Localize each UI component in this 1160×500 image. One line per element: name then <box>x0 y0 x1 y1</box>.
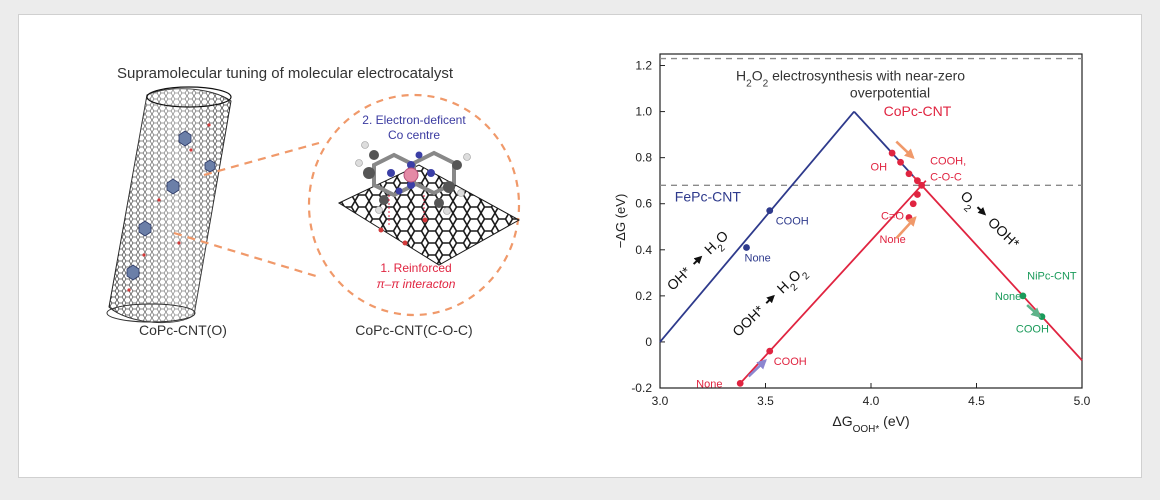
label-h2o2-part: 2 <box>800 270 812 282</box>
data-point-label: COOH <box>774 356 807 368</box>
purple-arrow <box>747 358 767 378</box>
label-o2-part: 2 <box>962 203 974 215</box>
chart-title-line1-part: O <box>752 68 763 84</box>
data-point <box>914 177 921 185</box>
oh-branch-line <box>659 111 855 343</box>
chart-title-line1-part: H <box>736 68 746 84</box>
data-point-label: None <box>745 252 771 264</box>
label-ooh-to-h2o2: OOH*H2O2 <box>729 262 812 340</box>
figure-frame: Supramolecular tuning of molecular elect… <box>18 14 1142 478</box>
apex-right-line <box>853 110 914 177</box>
y-tick-label: 1.0 <box>635 105 652 119</box>
y-tick-label: 1.2 <box>635 59 652 73</box>
y-tick-label: 0.4 <box>635 243 652 257</box>
volcano-plot: 3.0 3.5 4.0 4.5 5.0 -0.2 0 0.2 0.4 0.6 0.8 1.0 1.2 −Δ… <box>613 53 1091 435</box>
x-tick-label: 3.0 <box>652 394 669 408</box>
y-tick-label: 0.2 <box>635 289 652 303</box>
annotation-electron-deficient: 2. Electron-deficent <box>362 113 466 127</box>
orange-arrow-lower <box>895 216 917 240</box>
label-oh-star: OH* <box>664 263 695 293</box>
x-axis-label-part: ΔG <box>832 413 852 429</box>
chart-title-line1: H2O2 electrosynthesis with near-zero <box>736 68 965 90</box>
o2-branch-line <box>912 175 1083 361</box>
data-point-label: OH <box>871 161 888 173</box>
cnt-label: CoPc-CNT(O) <box>139 322 227 338</box>
data-point <box>905 170 913 178</box>
data-point-label: COOH <box>776 216 809 228</box>
co-centre-atom <box>403 167 419 183</box>
y-tick-label: 0.8 <box>635 151 652 165</box>
data-point <box>905 214 913 221</box>
figure-canvas: Supramolecular tuning of molecular elect… <box>106 53 1091 435</box>
y-axis-label: −ΔG (eV) <box>613 194 628 249</box>
molecule-markers <box>126 130 216 281</box>
label-ooh-star: OOH* <box>729 302 767 340</box>
data-point-label: COOH <box>1016 324 1049 336</box>
copc-cooh-label: COOH, <box>930 156 966 168</box>
data-point <box>1019 292 1027 300</box>
left-heading: Supramolecular tuning of molecular elect… <box>117 65 454 82</box>
data-point <box>897 158 904 166</box>
x-axis-label-part: (eV) <box>879 413 909 429</box>
annotation-pi-pi: π–π interacton <box>377 277 456 291</box>
x-tick-label: 5.0 <box>1074 394 1091 408</box>
series-label-copc: CoPc-CNT <box>884 103 952 119</box>
nanotube-illustration <box>106 86 232 324</box>
x-axis-label: ΔGOOH* (eV) <box>832 413 909 435</box>
data-point-label: C=O <box>881 211 904 223</box>
green-arrow <box>1026 304 1042 318</box>
label-arrow <box>692 255 703 265</box>
label-o2: O2 <box>954 187 981 214</box>
label-h2o-part: O <box>712 227 731 246</box>
graphene-sheet-illustration <box>337 141 521 266</box>
data-point-label: None <box>995 291 1021 303</box>
sheet-label: CoPc-CNT(C-O-C) <box>355 322 472 338</box>
orange-arrow-upper <box>895 140 915 160</box>
chart-title-line1-part: electrosynthesis with near-zero <box>768 68 965 84</box>
label-h2o: H2O <box>701 227 735 261</box>
label-oh-to-h2o: OH*H2O <box>664 227 735 293</box>
label-h2o2: H2O2 <box>774 262 812 300</box>
series-label-fepc: FePc-CNT <box>675 188 742 204</box>
y-tick-label: 0 <box>645 335 652 349</box>
zoom-ellipse <box>307 93 521 317</box>
x-tick-label: 4.5 <box>968 394 985 408</box>
data-point <box>766 347 774 355</box>
label-h2o-part: 2 <box>716 242 728 254</box>
label-h2o2-part: 2 <box>788 281 800 293</box>
data-point <box>743 244 750 251</box>
plot-frame <box>659 53 1083 389</box>
label-arrow <box>765 294 775 304</box>
data-point <box>766 207 774 215</box>
data-point <box>736 379 744 387</box>
y-tick-label: 0.6 <box>635 197 652 211</box>
zoom-line-top <box>203 141 320 177</box>
x-axis-label-part: OOH* <box>853 424 880 435</box>
label-arrow <box>976 206 987 216</box>
data-point <box>888 149 896 157</box>
y-tick-label: -0.2 <box>631 381 652 395</box>
x-tick-label: 3.5 <box>757 394 774 408</box>
data-point <box>914 191 921 198</box>
chart-title-line1-part: 2 <box>763 78 769 89</box>
label-ooh-star-right: OOH* <box>985 214 1023 252</box>
data-point <box>918 181 926 189</box>
data-point-label: None <box>696 378 722 390</box>
zoom-line-bottom <box>173 231 320 279</box>
annotation-co-centre: Co centre <box>388 128 440 142</box>
copc-none-label: None <box>879 234 905 246</box>
chart-title-line1-part: 2 <box>746 78 752 89</box>
annotation-reinforced: 1. Reinforced <box>380 261 451 275</box>
data-point <box>909 200 917 208</box>
x-tick-label: 4.0 <box>863 394 880 408</box>
series-label-nipc: NiPc-CNT <box>1027 271 1077 283</box>
copc-coc-label: C-O-C <box>930 172 962 184</box>
chart-title-line2: overpotential <box>850 85 930 101</box>
